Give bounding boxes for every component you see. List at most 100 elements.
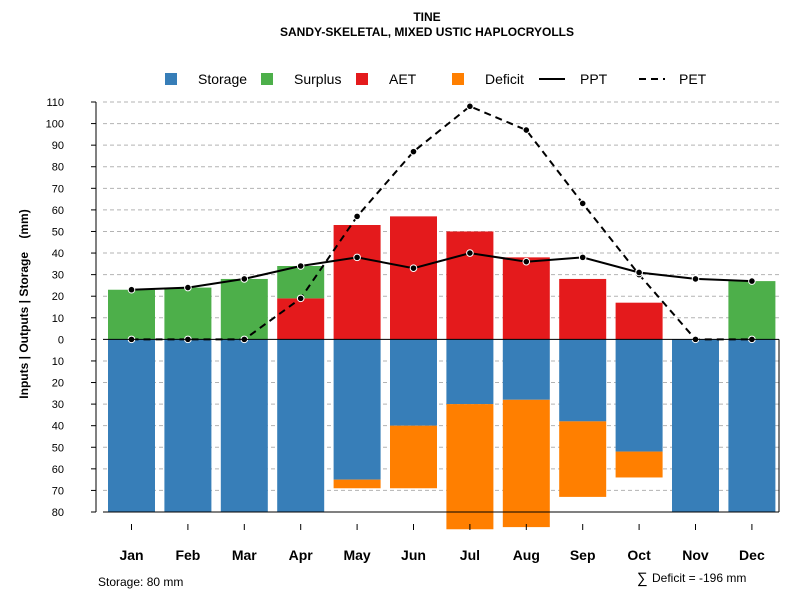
x-tick-label-may: May bbox=[343, 547, 370, 563]
x-tick-label-jan: Jan bbox=[119, 547, 143, 563]
bars-group bbox=[108, 216, 776, 530]
bar-storage-mar bbox=[220, 339, 268, 512]
point-ppt-nov bbox=[691, 275, 700, 283]
legend: Storage Surplus AET Deficit PPT PET bbox=[165, 71, 707, 87]
point-pet-may bbox=[353, 212, 361, 221]
bar-storage-jan bbox=[108, 339, 155, 512]
legend-pet-label: PET bbox=[679, 71, 707, 87]
bar-storage-dec bbox=[728, 339, 776, 512]
bar-deficit-jun bbox=[390, 425, 437, 489]
point-ppt-jan bbox=[127, 285, 136, 294]
storage-note: Storage: 80 mm bbox=[98, 575, 183, 589]
y-tick-label: 80 bbox=[52, 507, 64, 519]
y-tick-label: 30 bbox=[52, 270, 64, 282]
x-tick-label-mar: Mar bbox=[232, 547, 257, 563]
bar-aet-aug bbox=[502, 257, 550, 340]
y-tick-label: 70 bbox=[52, 485, 64, 497]
y-tick-label: 80 bbox=[52, 162, 64, 174]
point-ppt-feb bbox=[184, 283, 192, 292]
point-pet-jun bbox=[409, 147, 418, 156]
y-tick-label: 70 bbox=[52, 183, 64, 195]
y-axis-label: Inputs | Outputs | Storage (mm) bbox=[17, 209, 31, 398]
legend-aet-label: AET bbox=[389, 71, 417, 87]
point-ppt-oct bbox=[635, 268, 643, 277]
bar-aet-jul bbox=[446, 231, 494, 340]
point-ppt-may bbox=[353, 253, 361, 262]
bar-storage-jul bbox=[446, 339, 494, 405]
legend-surplus-label: Surplus bbox=[294, 71, 341, 87]
y-tick-label: 40 bbox=[52, 248, 64, 260]
y-tick-label: 0 bbox=[58, 334, 64, 346]
bar-storage-may bbox=[333, 339, 381, 480]
gridlines bbox=[103, 101, 779, 513]
y-tick-label: 10 bbox=[52, 313, 64, 325]
chart-subtitle: SANDY-SKELETAL, MIXED USTIC HAPLOCRYOLLS bbox=[280, 25, 574, 39]
bar-surplus-dec bbox=[728, 281, 776, 340]
bar-surplus-apr bbox=[277, 266, 325, 299]
legend-deficit-label: Deficit bbox=[485, 71, 524, 87]
y-tick-label: 110 bbox=[46, 97, 64, 109]
bar-aet-sep bbox=[559, 278, 607, 340]
legend-aet-swatch bbox=[356, 73, 368, 85]
bar-storage-apr bbox=[277, 339, 325, 512]
bar-storage-nov bbox=[672, 339, 719, 512]
y-tick-label: 50 bbox=[52, 442, 64, 454]
lines-group bbox=[127, 102, 756, 344]
bar-aet-may bbox=[333, 225, 381, 340]
point-ppt-aug bbox=[522, 257, 531, 266]
bar-aet-jun bbox=[390, 216, 437, 340]
bar-deficit-aug bbox=[502, 399, 550, 528]
y-tick-label: 10 bbox=[52, 356, 64, 368]
y-tick-label: 20 bbox=[52, 291, 64, 303]
y-tick-label: 60 bbox=[52, 464, 64, 476]
y-tick-label: 60 bbox=[52, 205, 64, 217]
y-tick-label: 20 bbox=[52, 378, 64, 390]
line-ppt bbox=[131, 252, 752, 291]
bar-surplus-feb bbox=[164, 287, 212, 340]
legend-storage-label: Storage bbox=[198, 71, 247, 87]
x-tick-label-aug: Aug bbox=[513, 547, 540, 563]
bar-deficit-sep bbox=[559, 421, 607, 497]
point-pet-apr bbox=[296, 294, 305, 303]
point-ppt-sep bbox=[578, 253, 587, 262]
legend-deficit-swatch bbox=[452, 73, 464, 85]
x-tick-label-feb: Feb bbox=[175, 547, 200, 563]
bar-deficit-jul bbox=[446, 404, 494, 530]
bar-surplus-mar bbox=[220, 278, 268, 340]
point-ppt-jun bbox=[409, 264, 418, 272]
x-tick-label-jun: Jun bbox=[401, 547, 426, 563]
bar-storage-oct bbox=[615, 339, 663, 452]
x-tick-label-apr: Apr bbox=[289, 547, 314, 563]
x-tick-label-oct: Oct bbox=[627, 547, 651, 563]
deficit-sum-symbol: ∑ bbox=[637, 570, 648, 587]
bar-deficit-oct bbox=[615, 451, 663, 478]
bar-surplus-jan bbox=[108, 289, 155, 340]
point-pet-sep bbox=[578, 199, 587, 208]
legend-ppt-label: PPT bbox=[580, 71, 608, 87]
legend-storage-swatch bbox=[165, 73, 177, 85]
point-ppt-mar bbox=[240, 275, 249, 283]
bar-storage-feb bbox=[164, 339, 212, 512]
bar-aet-apr bbox=[277, 298, 325, 340]
point-pet-aug bbox=[522, 126, 531, 134]
bar-storage-aug bbox=[502, 339, 550, 400]
bar-storage-jun bbox=[390, 339, 437, 426]
x-tick-label-dec: Dec bbox=[739, 547, 765, 563]
axes-group: 1101009080706050403020100102030405060708… bbox=[46, 97, 780, 563]
chart-title: TINE bbox=[413, 10, 440, 24]
y-tick-label: 40 bbox=[52, 421, 64, 433]
y-tick-label: 50 bbox=[52, 226, 64, 238]
point-ppt-dec bbox=[748, 277, 756, 285]
legend-surplus-swatch bbox=[261, 73, 273, 85]
x-tick-label-sep: Sep bbox=[570, 547, 596, 563]
x-tick-label-nov: Nov bbox=[682, 547, 709, 563]
point-pet-jul bbox=[466, 102, 474, 111]
point-ppt-jul bbox=[466, 249, 474, 257]
y-tick-label: 100 bbox=[46, 119, 64, 131]
bar-deficit-may bbox=[333, 479, 381, 489]
deficit-note: Deficit = -196 mm bbox=[652, 571, 746, 585]
y-tick-label: 90 bbox=[52, 140, 64, 152]
bar-aet-oct bbox=[615, 302, 663, 340]
x-tick-label-jul: Jul bbox=[460, 547, 480, 563]
